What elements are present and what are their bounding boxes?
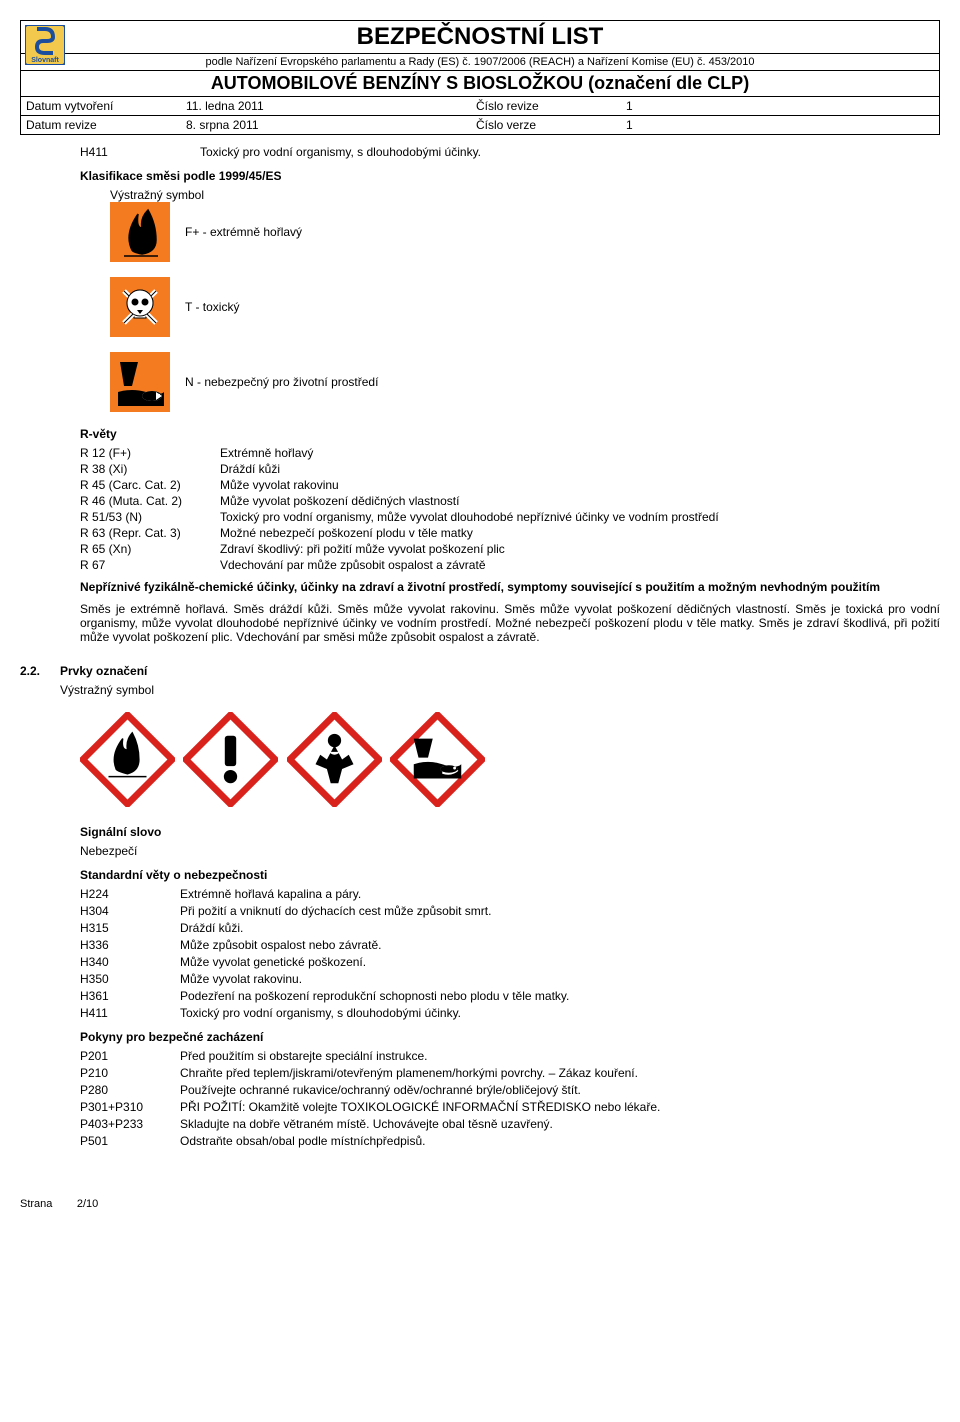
adverse-head: Nepříznivé fyzikálně-chemické účinky, úč… xyxy=(80,580,940,594)
r-code: R 38 (Xi) xyxy=(80,462,220,476)
hphrases-head: Standardní věty o nebezpečnosti xyxy=(80,868,940,882)
h-code: H350 xyxy=(80,972,180,986)
h-text: Toxický pro vodní organismy, s dlouhodob… xyxy=(200,145,940,159)
r-text: Může vyvolat poškození dědičných vlastno… xyxy=(220,494,940,508)
h-code: H340 xyxy=(80,955,180,969)
revised-label: Datum revize xyxy=(21,116,181,134)
r-text: Toxický pro vodní organismy, může vyvola… xyxy=(220,510,940,524)
ghs-environment-icon xyxy=(390,712,485,807)
ghs-flame-icon xyxy=(80,712,175,807)
p-code: P210 xyxy=(80,1066,180,1080)
h-code: H315 xyxy=(80,921,180,935)
product-title: AUTOMOBILOVÉ BENZÍNY S BIOSLOŽKOU (označ… xyxy=(20,71,940,97)
rev-num-value: 1 xyxy=(621,97,939,115)
ghs-health-hazard-icon xyxy=(287,712,382,807)
created-label: Datum vytvoření xyxy=(21,97,181,115)
doc-title: BEZPEČNOSTNÍ LIST xyxy=(357,23,604,50)
ghs-pictogram-row xyxy=(80,712,940,810)
pphrases-head: Pokyny pro bezpečné zacházení xyxy=(80,1030,940,1044)
r-text: Možné nebezpečí poškození plodu v těle m… xyxy=(220,526,940,540)
h-code: H411 xyxy=(80,1006,180,1020)
signal-value: Nebezpečí xyxy=(80,844,940,858)
h-text: Podezření na poškození reprodukční schop… xyxy=(180,989,940,1003)
h-code: H411 xyxy=(80,145,200,159)
footer-label: Strana xyxy=(20,1198,52,1210)
ver-label: Číslo verze xyxy=(471,116,621,134)
hazard-symbol-label: T - toxický xyxy=(185,300,239,314)
hazard-symbol-label: F+ - extrémně hořlavý xyxy=(185,225,302,239)
p-code: P301+P310 xyxy=(80,1100,180,1114)
p-code: P280 xyxy=(80,1083,180,1097)
symbol-label: Výstražný symbol xyxy=(110,188,940,202)
rev-num-label: Číslo revize xyxy=(471,97,621,115)
svg-text:Slovnaft: Slovnaft xyxy=(31,57,59,64)
section-head: Prvky označení xyxy=(60,664,940,678)
p-text: Chraňte před teplem/jiskrami/otevřeným p… xyxy=(180,1066,940,1080)
r-code: R 46 (Muta. Cat. 2) xyxy=(80,494,220,508)
r-code: R 67 xyxy=(80,558,220,572)
p-code: P501 xyxy=(80,1134,180,1148)
p-text: Používejte ochranné rukavice/ochranný od… xyxy=(180,1083,940,1097)
h-text: Může vyvolat rakovinu. xyxy=(180,972,940,986)
r-text: Extrémně hořlavý xyxy=(220,446,940,460)
created-value: 11. ledna 2011 xyxy=(181,97,471,115)
h-text: Toxický pro vodní organismy, s dlouhodob… xyxy=(180,1006,940,1020)
h-text: Extrémně hořlavá kapalina a páry. xyxy=(180,887,940,901)
doc-subtitle: podle Nařízení Evropského parlamentu a R… xyxy=(20,54,940,71)
hazard-flame-icon xyxy=(110,202,170,262)
signal-label: Signální slovo xyxy=(80,825,940,839)
r-code: R 65 (Xn) xyxy=(80,542,220,556)
classif-head: Klasifikace směsi podle 1999/45/ES xyxy=(80,169,940,183)
revised-value: 8. srpna 2011 xyxy=(181,116,471,134)
r-code: R 12 (F+) xyxy=(80,446,220,460)
hazard-symbol-label: N - nebezpečný pro životní prostředí xyxy=(185,375,378,389)
p-text: Před použitím si obstarejte speciální in… xyxy=(180,1049,940,1063)
p-code: P201 xyxy=(80,1049,180,1063)
p-code: P403+P233 xyxy=(80,1117,180,1131)
p-text: PŘI POŽITÍ: Okamžitě volejte TOXIKOLOGIC… xyxy=(180,1100,940,1114)
section-num: 2.2. xyxy=(20,664,60,697)
ver-value: 1 xyxy=(621,116,939,134)
r-text: Zdraví škodlivý: při požití může vyvolat… xyxy=(220,542,940,556)
r-text: Dráždí kůži xyxy=(220,462,940,476)
ghs-exclamation-icon xyxy=(183,712,278,807)
h-text: Může způsobit ospalost nebo závratě. xyxy=(180,938,940,952)
hazard-env-icon xyxy=(110,352,170,412)
h-code: H304 xyxy=(80,904,180,918)
h-text: Dráždí kůži. xyxy=(180,921,940,935)
hazard-skull-icon xyxy=(110,277,170,337)
p-text: Skladujte na dobře větraném místě. Uchov… xyxy=(180,1117,940,1131)
company-logo: Slovnaft xyxy=(25,25,65,65)
p-text: Odstraňte obsah/obal podle místníchpředp… xyxy=(180,1134,940,1148)
r-text: Vdechování par může způsobit ospalost a … xyxy=(220,558,940,572)
footer-page: 2/10 xyxy=(77,1198,98,1210)
h-text: Může vyvolat genetické poškození. xyxy=(180,955,940,969)
h-code: H361 xyxy=(80,989,180,1003)
rvety-head: R-věty xyxy=(80,427,940,441)
r-text: Může vyvolat rakovinu xyxy=(220,478,940,492)
adverse-text: Směs je extrémně hořlavá. Směs dráždí ků… xyxy=(80,602,940,644)
r-code: R 45 (Carc. Cat. 2) xyxy=(80,478,220,492)
r-code: R 63 (Repr. Cat. 3) xyxy=(80,526,220,540)
section-symlabel: Výstražný symbol xyxy=(60,683,940,697)
h-code: H224 xyxy=(80,887,180,901)
h-code: H336 xyxy=(80,938,180,952)
r-code: R 51/53 (N) xyxy=(80,510,220,524)
h-text: Při požití a vniknutí do dýchacích cest … xyxy=(180,904,940,918)
